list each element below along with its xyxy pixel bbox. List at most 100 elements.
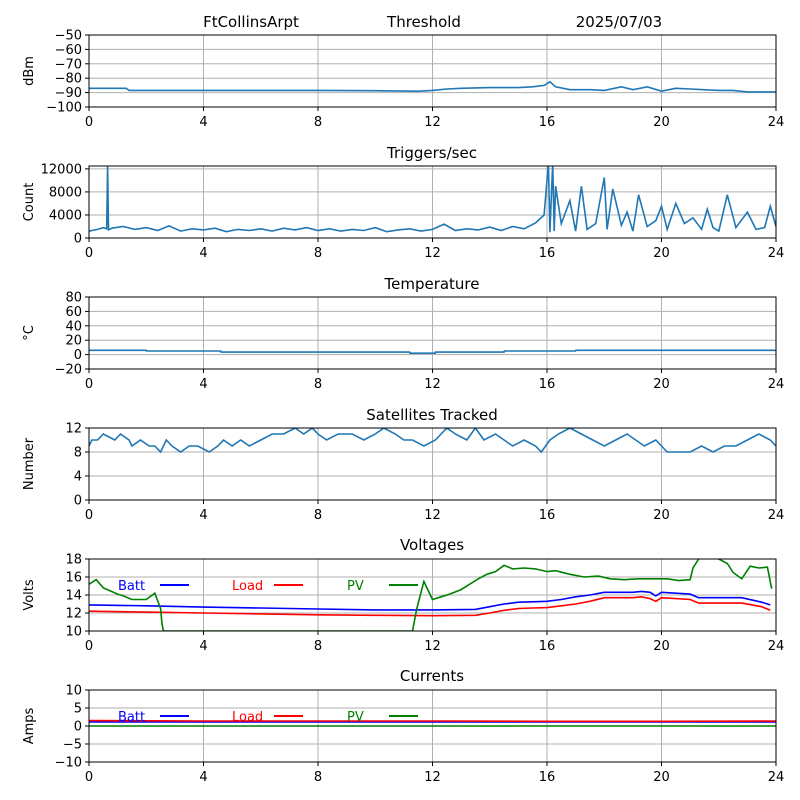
voltages-xtick-label: 0 [85,639,93,654]
voltages-ytick-label: 16 [65,571,82,586]
temperature-ytick-label: 40 [65,319,82,334]
threshold-xtick-label: 16 [539,115,556,130]
triggers-xtick-label: 12 [424,246,441,261]
threshold-ytick-label: −70 [55,57,82,72]
legend-batt: Batt [118,710,145,725]
currents-xtick-label: 20 [653,770,670,785]
temperature-ylabel: °C [22,325,37,341]
threshold-ytick-label: −80 [55,72,82,87]
satellites-title: Satellites Tracked [366,406,497,424]
triggers-chart: Triggers/sec 0 4 8 12 16 20 24 0 4000 8000 12000 Co… [22,144,784,261]
threshold-xtick-label: 0 [85,115,93,130]
temperature-series-line [89,349,776,355]
triggers-xtick-label: 8 [314,246,322,261]
voltages-xtick-label: 24 [768,639,785,654]
threshold-ytick-label: −90 [55,86,82,101]
temperature-xtick-label: 0 [85,377,93,392]
triggers-xtick-label: 24 [768,246,785,261]
temperature-xtick-label: 8 [314,377,322,392]
satellites-xtick-label: 16 [539,508,556,523]
satellites-ytick-label: 4 [74,470,82,485]
voltages-xtick-label: 8 [314,639,322,654]
legend-load: Load [232,579,263,594]
voltages-title: Voltages [400,536,464,554]
currents-xtick-label: 8 [314,770,322,785]
triggers-xtick-label: 0 [85,246,93,261]
voltages-xtick-label: 4 [199,639,207,654]
legend-load: Load [232,710,263,725]
temperature-xtick-label: 20 [653,377,670,392]
header: FtCollinsArpt Threshold 2025/07/03 [203,13,662,31]
currents-xtick-label: 12 [424,770,441,785]
temperature-xtick-label: 24 [768,377,785,392]
satellites-xtick-label: 20 [653,508,670,523]
voltages-series-pv [89,559,773,631]
temperature-ytick-label: 20 [65,334,82,349]
legend-pv: PV [347,710,364,725]
threshold-series-line [89,80,776,93]
temperature-title: Temperature [383,275,479,293]
satellites-ytick-label: 12 [65,422,82,437]
satellites-xtick-label: 12 [424,508,441,523]
triggers-ytick-label: 0 [74,232,82,247]
mode-label: Threshold [386,13,461,31]
satellites-ytick-label: 0 [74,494,82,509]
legend-pv: PV [347,579,364,594]
voltages-xtick-label: 16 [539,639,556,654]
voltages-ytick-label: 18 [65,553,82,568]
voltages-ytick-label: 14 [65,589,82,604]
threshold-ytick-label: −100 [46,101,82,116]
voltages-series-load [89,595,771,617]
voltages-xtick-label: 20 [653,639,670,654]
threshold-xtick-label: 12 [424,115,441,130]
voltages-chart: Voltages Batt Load PV 0 4 8 12 16 20 24 10 12 14 16 18… [22,536,784,654]
currents-ylabel: Amps [22,707,37,744]
currents-xtick-label: 16 [539,770,556,785]
satellites-series-line [89,428,776,454]
temperature-ytick-label: 60 [65,305,82,320]
voltages-series-batt [89,590,771,611]
threshold-ylabel: dBm [22,56,37,86]
triggers-ytick-label: 4000 [49,208,82,223]
threshold-xtick-label: 20 [653,115,670,130]
temperature-xtick-label: 4 [199,377,207,392]
currents-ytick-label: −10 [55,756,82,771]
threshold-chart: 0 4 8 12 16 20 24 −100−90−80−70−60−50 dBm [22,29,784,131]
satellites-xtick-label: 0 [85,508,93,523]
triggers-ytick-label: 8000 [49,185,82,200]
currents-xtick-label: 24 [768,770,785,785]
voltages-ylabel: Volts [22,579,37,611]
currents-xtick-label: 0 [85,770,93,785]
threshold-ytick-label: −60 [55,43,82,58]
currents-chart: Currents Batt Load PV 0 4 8 12 16 20 24 −10 −5 0 5 10 A… [22,667,784,785]
currents-title: Currents [400,667,464,685]
voltages-xtick-label: 12 [424,639,441,654]
threshold-xtick-label: 24 [768,115,785,130]
temperature-xtick-label: 12 [424,377,441,392]
satellites-ylabel: Number [22,437,37,490]
date-label: 2025/07/03 [576,13,662,31]
triggers-ytick-label: 12000 [41,162,82,177]
temperature-ytick-label: 0 [74,348,82,363]
voltages-ytick-label: 10 [65,625,82,640]
threshold-xtick-label: 4 [199,115,207,130]
satellites-xtick-label: 4 [199,508,207,523]
currents-ytick-label: 5 [74,702,82,717]
triggers-xtick-label: 20 [653,246,670,261]
threshold-xtick-label: 8 [314,115,322,130]
triggers-series-line [89,166,776,233]
currents-ytick-label: −5 [63,738,82,753]
triggers-ylabel: Count [22,183,37,222]
voltages-ytick-label: 12 [65,607,82,622]
currents-ytick-label: 10 [65,684,82,699]
temperature-xtick-label: 16 [539,377,556,392]
legend-batt: Batt [118,579,145,594]
triggers-title: Triggers/sec [386,144,477,162]
satellites-xtick-label: 8 [314,508,322,523]
triggers-xtick-label: 4 [199,246,207,261]
currents-ytick-label: 0 [74,720,82,735]
currents-xtick-label: 4 [199,770,207,785]
currents-series-load [89,719,776,723]
